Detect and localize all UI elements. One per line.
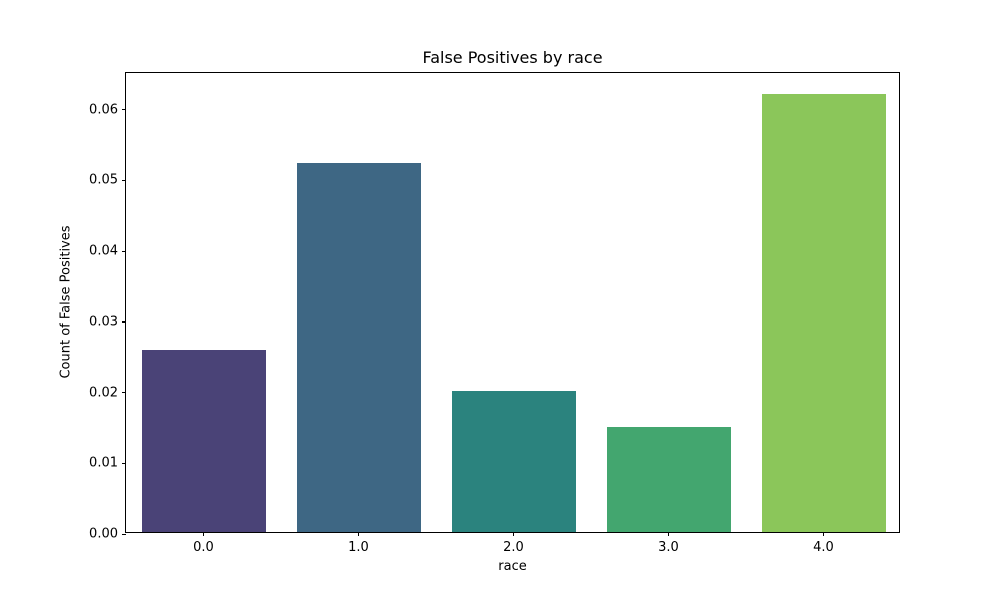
bar-race-1.0 (296, 162, 421, 532)
bar-race-0.0 (141, 350, 266, 532)
bar-race-4.0 (761, 93, 886, 532)
x-tick-label: 1.0 (348, 540, 369, 555)
x-tick-label: 3.0 (658, 540, 679, 555)
y-tick-label: 0.05 (89, 172, 118, 188)
x-tick-mark (823, 532, 825, 536)
chart-title: False Positives by race (422, 48, 603, 67)
x-tick-label: 2.0 (503, 540, 524, 555)
bar-race-3.0 (606, 426, 731, 532)
y-tick-mark (122, 109, 126, 111)
x-tick-label: 0.0 (193, 540, 214, 555)
x-axis-label: race (498, 559, 527, 574)
x-tick-mark (358, 532, 360, 536)
y-tick-mark (122, 321, 126, 323)
x-tick-mark (513, 532, 515, 536)
y-tick-mark (122, 250, 126, 252)
y-tick-label: 0.04 (89, 243, 118, 259)
y-axis-label: Count of False Positives (58, 225, 74, 379)
y-tick-mark (122, 533, 126, 535)
x-tick-mark (668, 532, 670, 536)
y-tick-label: 0.01 (89, 455, 118, 471)
y-tick-mark (122, 179, 126, 182)
plot-area: 0.00 0.01 0.02 0.03 0.04 0.05 0.06 0.0 1.0 2.0 3.0… (89, 72, 900, 555)
y-tick-label: 0.00 (89, 526, 118, 542)
x-tick-label: 4.0 (813, 540, 834, 555)
y-tick-mark (122, 392, 126, 394)
y-tick-label: 0.06 (89, 102, 118, 118)
y-tick-label: 0.02 (89, 385, 118, 401)
x-tick-mark (203, 532, 205, 536)
bar-race-2.0 (451, 391, 576, 532)
y-tick-label: 0.03 (89, 314, 118, 330)
y-tick-mark (122, 462, 126, 464)
